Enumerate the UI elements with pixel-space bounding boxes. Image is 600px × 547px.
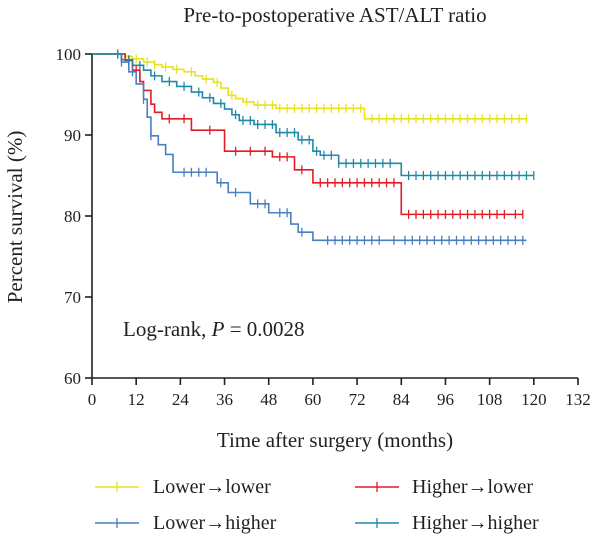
axes: 60 70 80 90 100 0 12 24 36 48 60 72 84 96 108 120 132 — [56, 45, 591, 409]
annotation-variable: P — [211, 317, 225, 341]
survival-line — [92, 53, 527, 242]
legend-label: Lower→lower — [153, 476, 271, 498]
legend-label: Higher→lower — [412, 476, 533, 498]
legend-item: Higher→lower — [355, 476, 533, 498]
legend-item: Lower→lower — [95, 476, 271, 498]
y-tick-label: 100 — [56, 45, 82, 64]
log-rank-annotation: Log-rank, P = 0.0028 — [123, 317, 305, 341]
legend-item: Higher→higher — [355, 512, 539, 534]
series-1-lower-lower — [92, 49, 528, 124]
y-tick-label: 80 — [64, 207, 81, 226]
annotation-suffix: = 0.0028 — [224, 317, 304, 341]
y-tick-label: 70 — [64, 288, 81, 307]
x-tick-label: 12 — [128, 390, 145, 409]
x-tick-label: 0 — [88, 390, 97, 409]
legend-label: Lower→higher — [153, 512, 277, 534]
x-axis-title: Time after surgery (months) — [217, 428, 453, 452]
x-tick-label: 72 — [349, 390, 366, 409]
x-tick-label: 84 — [393, 390, 411, 409]
x-tick-label: 48 — [260, 390, 277, 409]
x-tick-label: 108 — [477, 390, 503, 409]
series-3-lower-higher — [92, 53, 527, 245]
y-tick-label: 90 — [64, 126, 81, 145]
chart-title: Pre-to-postoperative AST/ALT ratio — [183, 3, 486, 27]
annotation-prefix: Log-rank, — [123, 317, 212, 341]
survival-line — [92, 53, 523, 216]
y-axis-title: Percent survival (%) — [3, 131, 27, 304]
x-tick-label: 120 — [521, 390, 547, 409]
legend: Lower→lower Higher→lower Lower→higher Highe… — [95, 476, 539, 534]
survival-line — [92, 53, 534, 177]
y-tick-label: 60 — [64, 369, 81, 388]
x-tick-label: 96 — [437, 390, 454, 409]
x-tick-label: 132 — [565, 390, 591, 409]
series-2-higher-lower — [92, 49, 524, 219]
series-4-higher-higher — [92, 49, 535, 180]
x-tick-label: 60 — [304, 390, 321, 409]
x-tick-label: 24 — [172, 390, 190, 409]
survival-line — [92, 53, 527, 120]
legend-label: Higher→higher — [412, 512, 539, 534]
legend-item: Lower→higher — [95, 512, 277, 534]
x-tick-label: 36 — [216, 390, 233, 409]
series-layer — [92, 49, 535, 245]
